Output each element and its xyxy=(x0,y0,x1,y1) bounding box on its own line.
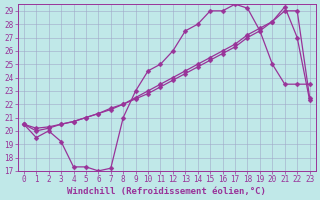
X-axis label: Windchill (Refroidissement éolien,°C): Windchill (Refroidissement éolien,°C) xyxy=(67,187,266,196)
